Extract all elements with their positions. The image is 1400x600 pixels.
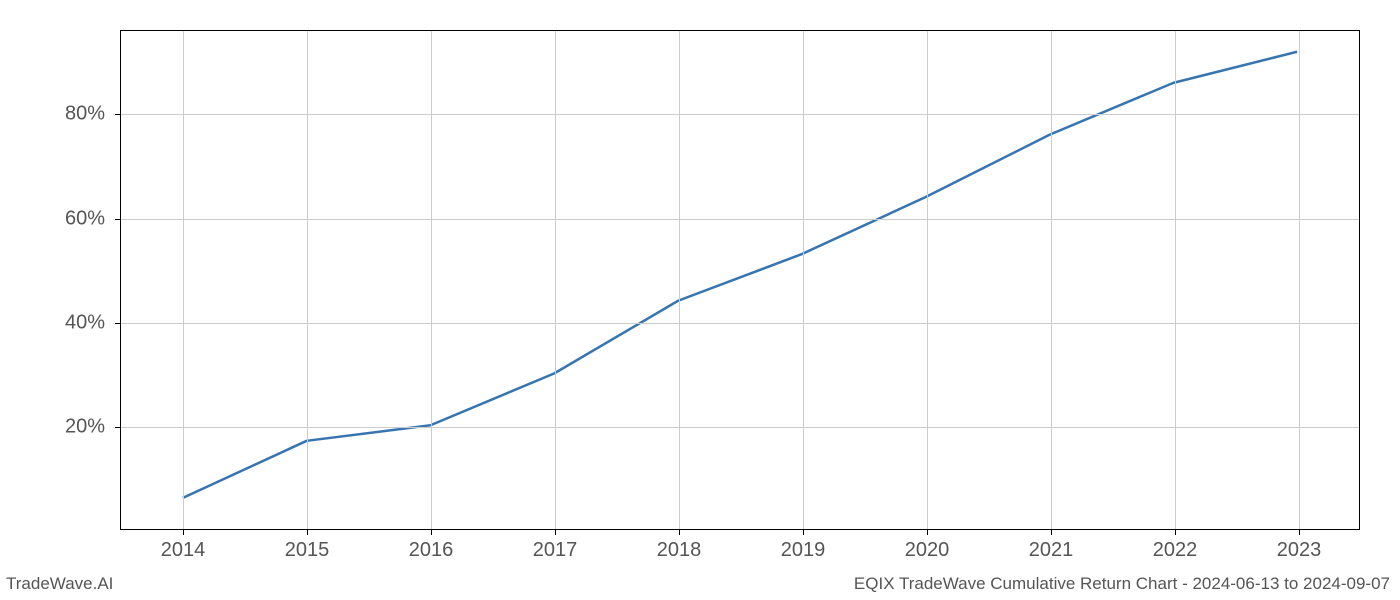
x-tick-label: 2015 (285, 539, 330, 562)
plot-area: 2014201520162017201820192020202120222023… (120, 30, 1360, 530)
grid-line-vertical (679, 31, 680, 529)
grid-line-horizontal (121, 323, 1359, 324)
grid-line-horizontal (121, 427, 1359, 428)
watermark-left: TradeWave.AI (6, 574, 113, 594)
y-tick-mark (115, 323, 121, 324)
grid-line-vertical (431, 31, 432, 529)
x-tick-mark (307, 529, 308, 535)
x-tick-mark (555, 529, 556, 535)
y-tick-label: 80% (65, 103, 105, 126)
x-tick-label: 2019 (781, 539, 826, 562)
x-tick-mark (183, 529, 184, 535)
x-tick-label: 2014 (161, 539, 206, 562)
x-tick-label: 2018 (657, 539, 702, 562)
y-tick-label: 20% (65, 415, 105, 438)
x-tick-mark (1299, 529, 1300, 535)
x-tick-label: 2022 (1153, 539, 1198, 562)
x-tick-label: 2023 (1277, 539, 1322, 562)
grid-line-vertical (1299, 31, 1300, 529)
grid-line-vertical (307, 31, 308, 529)
grid-line-vertical (1175, 31, 1176, 529)
grid-line-horizontal (121, 114, 1359, 115)
y-tick-mark (115, 427, 121, 428)
chart-container: 2014201520162017201820192020202120222023… (120, 30, 1360, 530)
grid-line-vertical (555, 31, 556, 529)
grid-line-vertical (803, 31, 804, 529)
x-tick-mark (803, 529, 804, 535)
x-tick-mark (431, 529, 432, 535)
x-tick-label: 2020 (905, 539, 950, 562)
x-tick-label: 2017 (533, 539, 578, 562)
y-tick-label: 40% (65, 311, 105, 334)
grid-line-horizontal (121, 219, 1359, 220)
grid-line-vertical (927, 31, 928, 529)
y-tick-mark (115, 114, 121, 115)
x-tick-mark (1175, 529, 1176, 535)
x-tick-label: 2021 (1029, 539, 1074, 562)
grid-line-vertical (183, 31, 184, 529)
x-tick-mark (1051, 529, 1052, 535)
y-tick-mark (115, 219, 121, 220)
y-tick-label: 60% (65, 207, 105, 230)
x-tick-mark (679, 529, 680, 535)
return-line (183, 52, 1297, 498)
grid-line-vertical (1051, 31, 1052, 529)
chart-caption: EQIX TradeWave Cumulative Return Chart -… (854, 574, 1390, 594)
x-tick-mark (927, 529, 928, 535)
x-tick-label: 2016 (409, 539, 454, 562)
